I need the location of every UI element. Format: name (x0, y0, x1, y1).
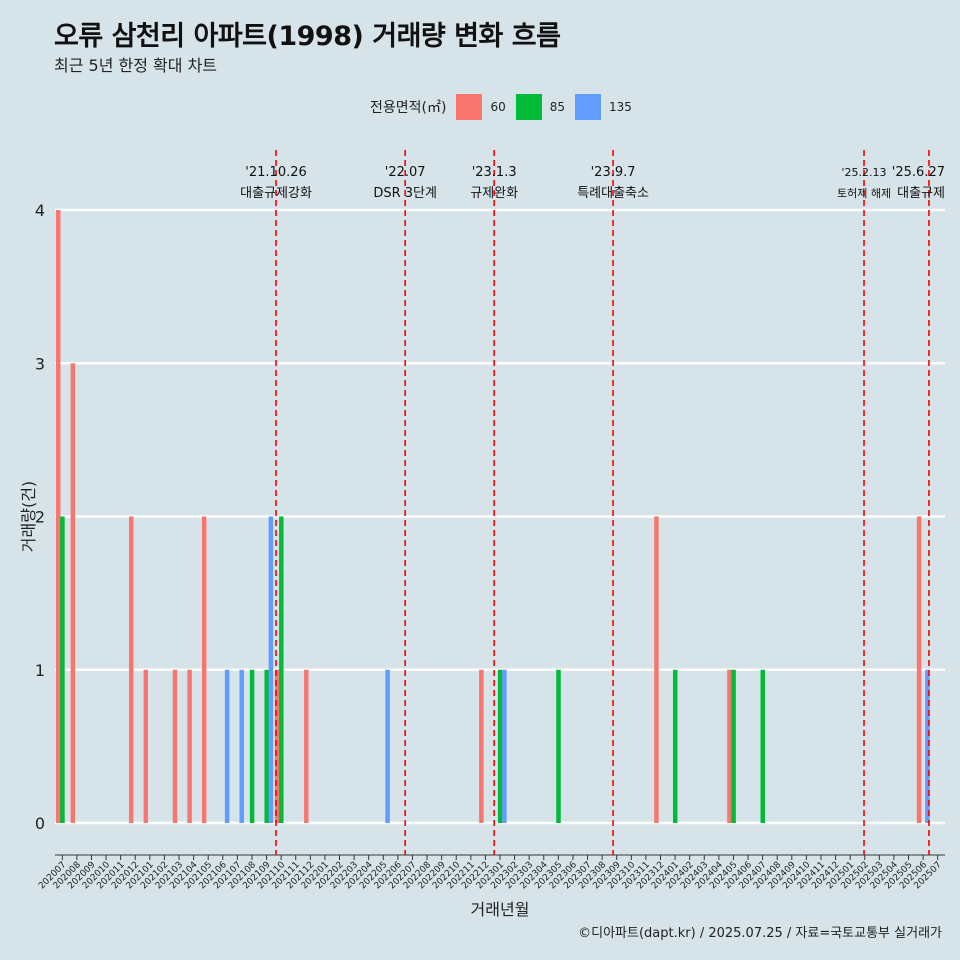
annotation-label-202301: 규제완화 (470, 186, 518, 201)
annotation-date-202110: '21.10.26 (245, 165, 306, 180)
bar-202110-60 (274, 669, 280, 823)
chart-subtitle: 최근 5년 한정 확대 차트 (54, 56, 218, 75)
bar-202212-60 (479, 669, 484, 823)
y-tick-label-2: 2 (35, 508, 45, 527)
annotation-label-202502: 토허제 해제 (837, 186, 891, 200)
bar-202301-135 (502, 669, 507, 823)
y-tick-label-4: 4 (35, 201, 45, 220)
legend-label-85: 85 (549, 100, 566, 114)
bar-202312-60 (654, 516, 659, 823)
annotation-date-202309: '23.9.7 (591, 165, 636, 180)
bar-202305-85 (556, 669, 561, 823)
y-tick-label-1: 1 (35, 661, 45, 680)
bar-202110-85 (279, 516, 284, 823)
chart-title: 오류 삼천리 아파트(1998) 거래량 변화 흐름 (54, 21, 561, 52)
annotation-label-202506: 대출규제 (897, 186, 945, 201)
bar-202104-60 (187, 669, 192, 823)
legend: 전용면적(㎡) 60 85 135 (370, 92, 642, 122)
legend-label-135: 135 (609, 100, 632, 114)
y-tick-label-0: 0 (35, 814, 45, 833)
bar-202105-60 (201, 516, 207, 823)
bar-202012-60 (128, 516, 134, 823)
bar-202112-60 (304, 669, 309, 823)
bar-202401-85 (672, 669, 678, 823)
bar-202109-85 (264, 669, 269, 823)
bar-202506-60 (916, 516, 922, 823)
bar-202506-135 (925, 669, 930, 823)
bar-202205-135 (385, 669, 390, 823)
legend-item-135: 135 (575, 94, 632, 120)
legend-item-60: 60 (456, 94, 506, 120)
bar-202103-60 (172, 669, 178, 823)
legend-swatch-135 (575, 94, 602, 120)
bar-202007-60 (56, 210, 61, 823)
bar-202109-135 (268, 516, 274, 823)
bar-202106-135 (224, 669, 230, 823)
bar-202008-60 (70, 363, 76, 823)
bar-202101-60 (143, 669, 149, 823)
bar-202407-85 (760, 669, 766, 823)
legend-swatch-85 (515, 94, 542, 120)
annotation-date-202506: '25.6.27 (892, 165, 945, 180)
legend-swatch-60 (456, 94, 483, 120)
bar-202405-85 (731, 669, 736, 823)
bar-202108-85 (249, 669, 255, 823)
bar-202107-135 (239, 669, 244, 823)
annotation-date-202207: '22.07 (385, 165, 426, 180)
bar-202405-60 (727, 669, 732, 823)
x-axis-title: 거래년월 (471, 900, 530, 919)
annotation-date-202502: '25.2.13 (842, 166, 887, 179)
y-axis-title: 거래량(건) (19, 481, 38, 552)
annotation-label-202207: DSR 3단계 (373, 186, 437, 201)
legend-item-85: 85 (515, 94, 566, 120)
legend-label-60: 60 (490, 100, 506, 114)
annotation-label-202110: 대출규제강화 (240, 186, 312, 201)
bar-202301-85 (497, 669, 503, 823)
source-caption: ©디아파트(dapt.kr) / 2025.07.25 / 자료=국토교통부 실… (578, 926, 942, 941)
legend-title: 전용면적(㎡) (370, 100, 447, 116)
bar-202007-85 (60, 516, 65, 823)
annotation-label-202309: 특례대출축소 (577, 186, 649, 201)
y-tick-label-3: 3 (35, 354, 45, 373)
annotation-date-202301: '23.1.3 (472, 165, 517, 180)
